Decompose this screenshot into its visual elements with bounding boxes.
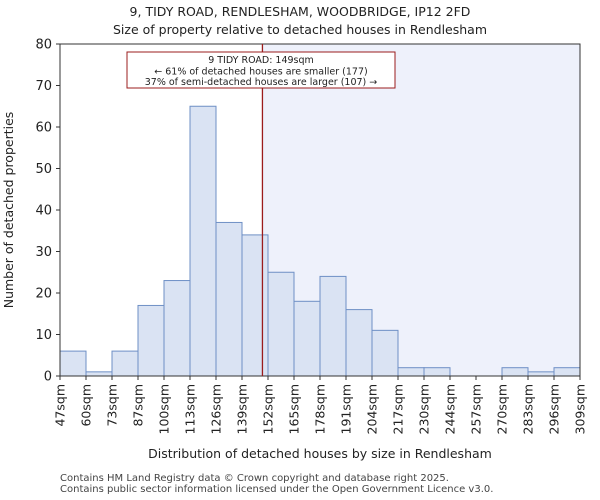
footer-copyright: Contains HM Land Registry data © Crown c… [60, 473, 449, 484]
x-tick-label: 217sqm [391, 384, 406, 434]
x-tick-label: 270sqm [495, 384, 510, 434]
bar-230sqm [423, 367, 451, 377]
y-tick-label: 0 [44, 370, 52, 385]
x-tick-label: 87sqm [131, 384, 146, 427]
x-tick-label: 165sqm [287, 384, 302, 434]
x-tick-label: 100sqm [157, 384, 172, 434]
annotation-line-2: ← 61% of detached houses are smaller (17… [154, 67, 367, 78]
y-tick-label: 40 [35, 204, 52, 219]
y-axis-label: Number of detached properties [1, 112, 16, 309]
x-tick-label: 60sqm [79, 384, 94, 427]
y-tick-label: 70 [35, 79, 52, 94]
chart-title: 9, TIDY ROAD, RENDLESHAM, WOODBRIDGE, IP… [129, 4, 471, 19]
y-tick-label: 80 [35, 38, 52, 53]
bar-47sqm [59, 350, 87, 377]
y-tick-label: 10 [35, 328, 52, 343]
x-tick-label: 244sqm [443, 384, 458, 434]
x-tick-label: 257sqm [469, 384, 484, 434]
bar-296sqm [553, 367, 581, 377]
bar-178sqm [319, 275, 347, 377]
bar-165sqm [293, 300, 321, 377]
x-tick-label: 230sqm [417, 384, 432, 434]
annotation-box [126, 51, 396, 89]
bar-217sqm [397, 367, 425, 377]
x-tick-label: 178sqm [313, 384, 328, 434]
bar-139sqm [241, 234, 269, 377]
bar-73sqm [111, 350, 139, 377]
x-tick-label: 296sqm [547, 384, 562, 434]
bar-100sqm [163, 280, 191, 377]
chart-subtitle: Size of property relative to detached ho… [112, 22, 488, 37]
x-tick-label: 283sqm [521, 384, 536, 434]
footer-licence: Contains public sector information licen… [60, 484, 494, 495]
bar-87sqm [137, 304, 165, 377]
x-axis-label: Distribution of detached houses by size … [148, 446, 492, 461]
annotation-line-3: 37% of semi-detached houses are larger (… [145, 77, 378, 88]
x-tick-label: 113sqm [183, 384, 198, 434]
y-tick-label: 60 [35, 121, 52, 136]
x-tick-label: 204sqm [365, 384, 380, 434]
bar-191sqm [345, 309, 373, 377]
bar-113sqm [189, 105, 217, 377]
bar-60sqm [85, 371, 113, 377]
x-tick-label: 126sqm [209, 384, 224, 434]
x-tick-label: 47sqm [53, 384, 68, 427]
x-tick-label: 73sqm [105, 384, 120, 427]
x-tick-label: 191sqm [339, 384, 354, 434]
y-tick-label: 50 [35, 162, 52, 177]
x-tick-label: 309sqm [573, 384, 588, 434]
annotation-line-1: 9 TIDY ROAD: 149sqm [208, 55, 314, 66]
bar-283sqm [527, 371, 555, 377]
y-tick-label: 30 [35, 245, 52, 260]
bar-126sqm [215, 221, 243, 377]
bar-270sqm [501, 367, 529, 377]
bar-152sqm [267, 271, 295, 377]
x-tick-label: 152sqm [261, 384, 276, 434]
y-tick-label: 20 [35, 287, 52, 302]
x-tick-label: 139sqm [235, 384, 250, 434]
bar-204sqm [371, 329, 399, 377]
